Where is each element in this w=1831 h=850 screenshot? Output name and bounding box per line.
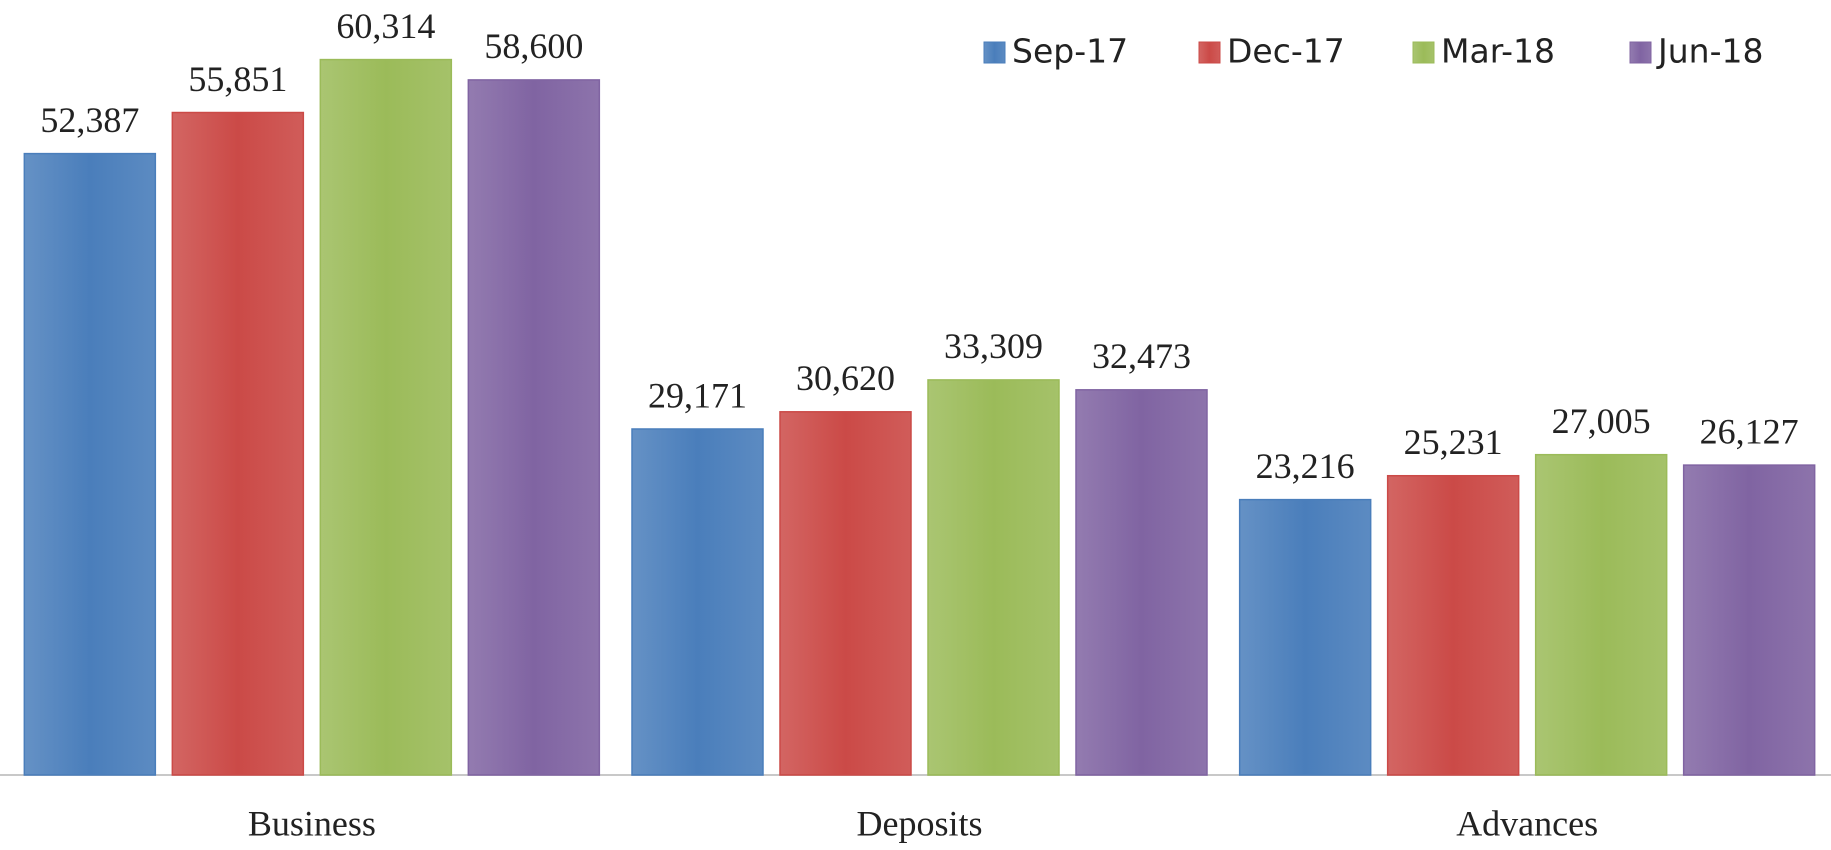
bar [467,79,601,776]
legend-swatch [1198,41,1221,64]
data-label: 30,620 [796,358,895,398]
bar [1534,453,1668,776]
bar [1386,474,1520,776]
bar [927,379,1060,776]
data-label: 23,216 [1256,446,1355,486]
legend-label: Jun-18 [1656,32,1763,71]
legend-swatch [1629,41,1652,64]
bar [779,411,912,776]
x-tick-label: Advances [1456,803,1598,843]
data-label: 32,473 [1092,336,1191,376]
bar [631,428,764,776]
data-label: 55,851 [188,59,287,99]
legend-label: Mar-18 [1441,32,1555,71]
bar [23,152,157,776]
bar [171,111,305,776]
data-label: 60,314 [336,6,435,46]
x-tick-label: Business [248,803,376,843]
legend-label: Sep-17 [1012,32,1128,71]
bar [319,58,453,776]
data-label: 29,171 [648,375,747,415]
data-label: 33,309 [944,326,1043,366]
legend-swatch [1412,41,1435,64]
bar [1075,389,1208,776]
data-label: 27,005 [1552,401,1651,441]
data-label: 26,127 [1700,411,1799,451]
data-label: 25,231 [1404,422,1503,462]
x-tick-label: Deposits [857,803,983,843]
data-label: 52,387 [40,100,139,140]
bar [1682,464,1816,776]
bar [1238,498,1372,776]
data-label: 58,600 [484,26,583,66]
legend-swatch [983,41,1006,64]
legend-label: Dec-17 [1227,32,1345,71]
